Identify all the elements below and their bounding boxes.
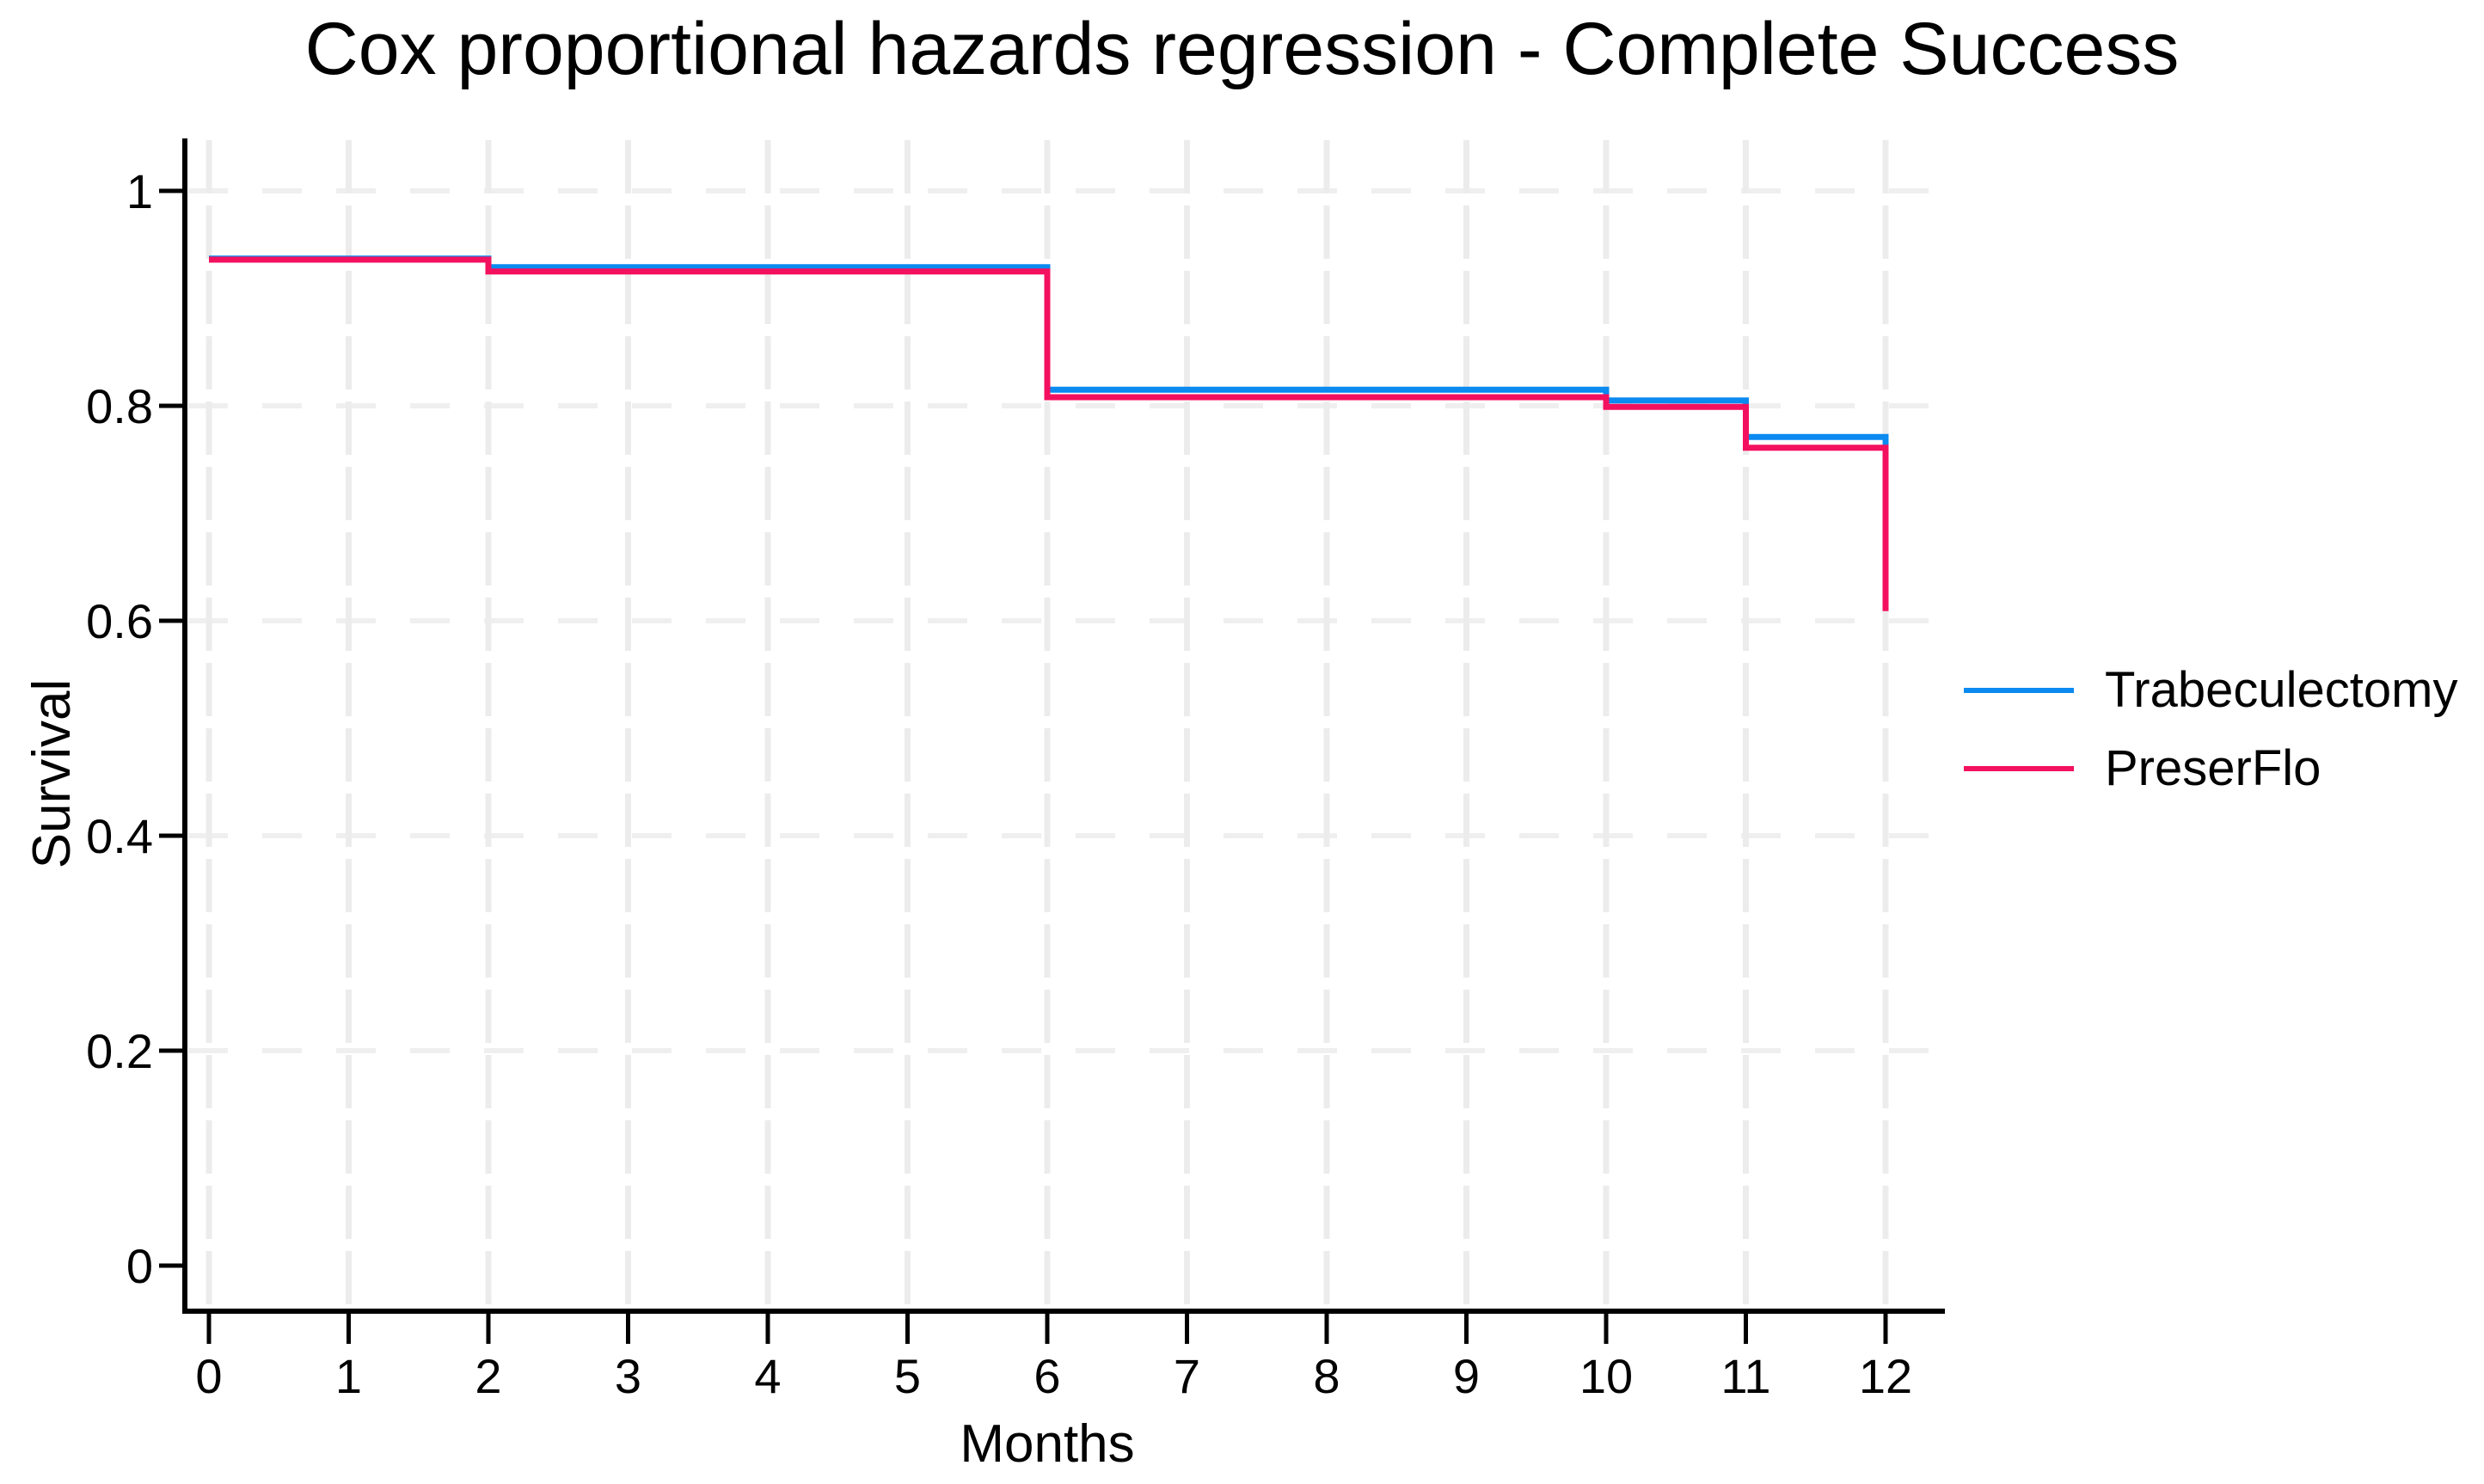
legend-line-trabeculectomy-icon xyxy=(1964,688,2074,693)
legend-label-preserflo: PreserFlo xyxy=(2105,740,2321,796)
x-tick-label: 7 xyxy=(1174,1349,1200,1403)
y-tick-label: 1 xyxy=(126,164,153,218)
legend: Trabeculectomy PreserFlo xyxy=(1964,662,2457,797)
legend-item-preserflo: PreserFlo xyxy=(1964,740,2457,797)
curve-preserflo xyxy=(209,256,1889,611)
x-tick-label: 12 xyxy=(1859,1349,1912,1403)
x-tick-label: 11 xyxy=(1720,1349,1770,1403)
x-tick-label: 1 xyxy=(335,1349,362,1403)
x-tick-label: 9 xyxy=(1453,1349,1480,1403)
y-tick-label: 0.8 xyxy=(86,379,153,433)
x-tick-label: 2 xyxy=(475,1349,501,1403)
y-tick-label: 0.2 xyxy=(86,1024,153,1078)
x-tick-label: 8 xyxy=(1313,1349,1340,1403)
y-tick-label: 0.6 xyxy=(86,594,153,648)
y-tick-label: 0 xyxy=(126,1239,153,1293)
x-axis-label: Months xyxy=(960,1414,1135,1474)
x-tick-label: 0 xyxy=(195,1349,222,1403)
legend-label-trabeculectomy: Trabeculectomy xyxy=(2105,662,2458,718)
y-tick-label: 0.4 xyxy=(86,809,153,863)
x-tick-label: 10 xyxy=(1579,1349,1633,1403)
chart-title: Cox proportional hazards regression - Co… xyxy=(304,8,2180,90)
legend-item-trabeculectomy: Trabeculectomy xyxy=(1964,662,2457,719)
x-tick-label: 5 xyxy=(894,1349,921,1403)
x-tick-label: 3 xyxy=(615,1349,641,1403)
y-axis-label: Survival xyxy=(22,678,82,869)
legend-line-preserflo-icon xyxy=(1964,766,2074,771)
x-tick-label: 6 xyxy=(1033,1349,1060,1403)
x-tick-label: 4 xyxy=(754,1349,781,1403)
